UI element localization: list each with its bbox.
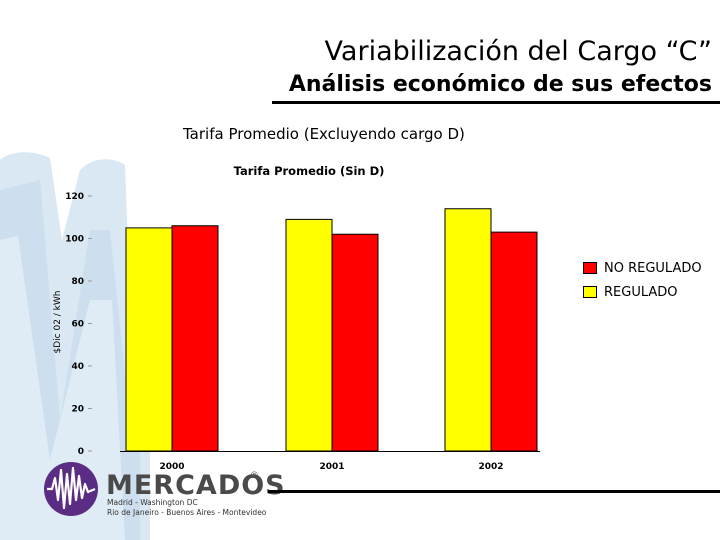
slide-title: Variabilización del Cargo “C” — [324, 36, 712, 67]
logo-registered-mark: ® — [251, 470, 258, 480]
chart-caption: Tarifa Promedio (Excluyendo cargo D) — [183, 125, 465, 143]
chart-labels: Tarifa Promedio (Sin D) $Dic 02 / kWh 0 20 4… — [53, 164, 504, 472]
logo-mark-icon — [44, 462, 98, 516]
legend-label-no-regulado: NO REGULADO — [604, 261, 702, 276]
y-tick-label: 40 — [71, 362, 84, 372]
bar-no-regulado-2001 — [331, 233, 379, 452]
bar-regulado-2000 — [125, 227, 173, 452]
slide-subtitle: Análisis económico de sus efectos — [288, 72, 712, 97]
watermark-w — [0, 152, 150, 540]
legend-label-regulado: REGULADO — [604, 285, 678, 300]
y-axis-label: $Dic 02 / kWh — [53, 291, 63, 354]
header-divider — [272, 101, 720, 104]
legend-swatch-no-regulado — [583, 262, 597, 274]
chart-title: Tarifa Promedio (Sin D) — [234, 164, 385, 178]
x-tick-label-2002: 2002 — [478, 462, 503, 472]
y-tick-label: 0 — [78, 447, 84, 457]
y-tick-label: 60 — [71, 320, 84, 330]
bar-no-regulado-2000 — [171, 225, 219, 452]
footer-divider — [268, 490, 720, 493]
y-tick-label: 80 — [71, 277, 84, 287]
x-tick-label-2000: 2000 — [159, 462, 184, 472]
chart-bars — [125, 208, 538, 452]
logo-cities-line-1: Madrid - Washington DC — [107, 498, 198, 507]
x-tick-label-2001: 2001 — [319, 462, 344, 472]
y-tick-label: 100 — [65, 235, 84, 245]
bar-no-regulado-2002 — [490, 231, 538, 452]
logo-cities-line-2: Rio de Janeiro - Buenos Aires - Montevid… — [107, 508, 267, 517]
logo-wordmark: MERCADOS — [106, 470, 286, 501]
legend-swatch-regulado — [583, 286, 597, 298]
y-tick-label: 20 — [71, 405, 84, 415]
bar-regulado-2002 — [444, 208, 492, 452]
y-tick-label: 120 — [65, 192, 84, 202]
bar-regulado-2001 — [285, 218, 333, 452]
